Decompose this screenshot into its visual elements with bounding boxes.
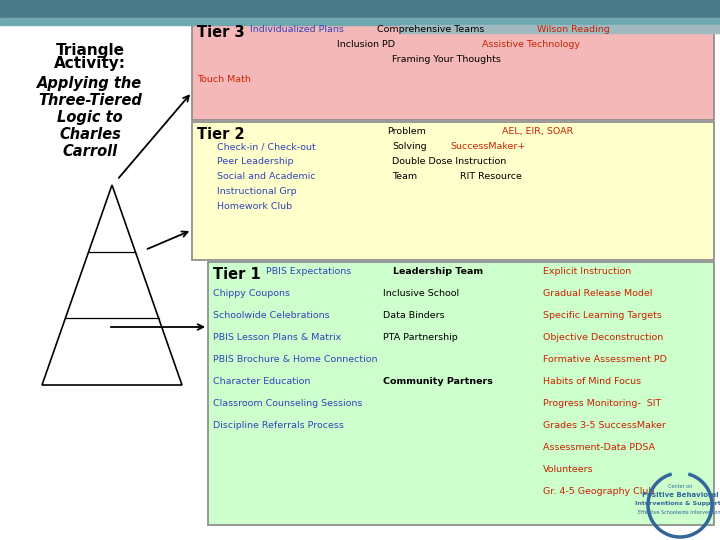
Text: Check-in / Check-out: Check-in / Check-out [217,142,316,151]
Text: Individualized Plans: Individualized Plans [250,25,344,34]
Text: Center on: Center on [668,484,692,489]
Text: Touch Math: Touch Math [197,75,251,84]
Text: Character Education: Character Education [213,377,310,386]
Text: AEL, EIR, SOAR: AEL, EIR, SOAR [502,127,573,136]
Text: Tier 3: Tier 3 [197,25,245,40]
Text: Grades 3-5 SuccessMaker: Grades 3-5 SuccessMaker [543,421,666,430]
Text: Applying the: Applying the [37,76,143,91]
Text: Triangle: Triangle [55,43,125,58]
Bar [192,122,714,260]
Text: PTA Partnership: PTA Partnership [383,333,458,342]
Bar [0,18,720,25]
Text: Discipline Referrals Process: Discipline Referrals Process [213,421,344,430]
Text: Volunteers: Volunteers [543,465,593,474]
Text: PBIS Lesson Plans & Matrix: PBIS Lesson Plans & Matrix [213,333,341,342]
Text: Charles: Charles [59,127,121,142]
Text: Habits of Mind Focus: Habits of Mind Focus [543,377,641,386]
Text: Inclusion PD: Inclusion PD [337,40,395,49]
Text: Classroom Counseling Sessions: Classroom Counseling Sessions [213,399,362,408]
Text: PBIS Expectations: PBIS Expectations [266,267,351,276]
Text: Interventions & Supports: Interventions & Supports [635,501,720,505]
Text: Assessment-Data PDSA: Assessment-Data PDSA [543,443,655,452]
Text: Problem: Problem [387,127,426,136]
Text: Schoolwide Celebrations: Schoolwide Celebrations [213,311,330,320]
Text: Effective Schoolwide Interventions: Effective Schoolwide Interventions [637,510,720,515]
Text: Carroll: Carroll [63,144,117,159]
Text: Community Partners: Community Partners [383,377,493,386]
Text: Peer Leadership: Peer Leadership [217,157,294,166]
Bar [0,0,720,18]
Text: Chippy Coupons: Chippy Coupons [213,289,290,298]
Text: SuccessMaker+: SuccessMaker+ [450,142,526,151]
Text: Inclusive School: Inclusive School [383,289,459,298]
Text: Logic to: Logic to [57,110,123,125]
Text: Tier 2: Tier 2 [197,127,245,142]
Text: Gr. 4-5 Geography Club: Gr. 4-5 Geography Club [543,487,654,496]
Bar [208,262,714,525]
Text: Framing Your Thoughts: Framing Your Thoughts [392,55,501,64]
Text: Wilson Reading: Wilson Reading [537,25,610,34]
Text: Three-Tiered: Three-Tiered [38,93,142,108]
Text: PBIS Brochure & Home Connection: PBIS Brochure & Home Connection [213,355,377,364]
Text: Explicit Instruction: Explicit Instruction [543,267,631,276]
Text: Assistive Technology: Assistive Technology [482,40,580,49]
Text: Activity:: Activity: [54,56,126,71]
Text: Specific Learning Targets: Specific Learning Targets [543,311,662,320]
Text: Formative Assessment PD: Formative Assessment PD [543,355,667,364]
Text: Tier 1: Tier 1 [213,267,261,282]
Text: Team: Team [392,172,417,181]
Text: Comprehensive Teams: Comprehensive Teams [377,25,485,34]
Bar [192,20,714,120]
Text: RIT Resource: RIT Resource [460,172,522,181]
Text: Double Dose Instruction: Double Dose Instruction [392,157,506,166]
Text: Positive Behavioral: Positive Behavioral [642,492,719,498]
Text: Instructional Grp: Instructional Grp [217,187,297,196]
Text: Objective Deconstruction: Objective Deconstruction [543,333,663,342]
Text: Homework Club: Homework Club [217,202,292,211]
Text: Leadership Team: Leadership Team [393,267,483,276]
Text: Social and Academic: Social and Academic [217,172,315,181]
Text: Data Binders: Data Binders [383,311,445,320]
Text: Gradual Release Model: Gradual Release Model [543,289,652,298]
Text: Progress Monitoring-  SIT: Progress Monitoring- SIT [543,399,661,408]
Bar [400,25,720,33]
Text: Solving: Solving [392,142,427,151]
